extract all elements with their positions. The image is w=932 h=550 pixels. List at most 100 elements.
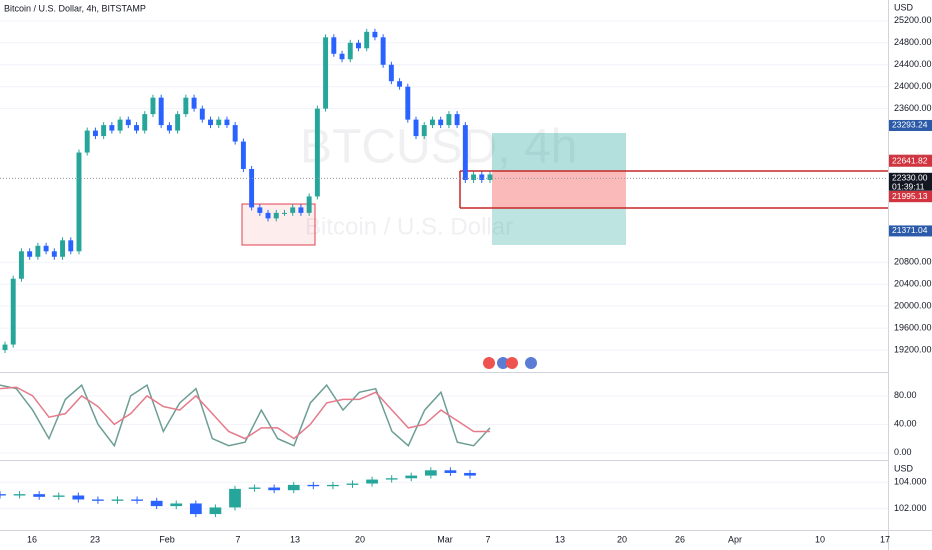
candle (257, 207, 263, 213)
candle (117, 119, 123, 131)
candle (444, 470, 457, 473)
y-tick-label: 80.00 (894, 390, 917, 400)
price-tag-label: 22641.82 (892, 155, 928, 165)
candle (282, 212, 287, 214)
x-tick-label: 13 (290, 534, 300, 544)
position-profit[interactable] (492, 133, 626, 171)
candle (2, 344, 8, 351)
x-tick-label: 23 (90, 534, 100, 544)
candle (76, 152, 82, 252)
candle (166, 125, 172, 131)
event-icons[interactable] (483, 357, 537, 369)
candle (101, 125, 107, 137)
y-tick-label: 104.000 (894, 477, 927, 487)
candle (347, 42, 353, 60)
price-tag (889, 172, 932, 193)
candle (191, 97, 197, 109)
x-tick-label: 20 (617, 534, 627, 544)
candle (314, 108, 320, 197)
candle (208, 119, 213, 126)
candle (109, 125, 115, 131)
watermark-sub: Bitcoin / U.S. Dollar (305, 213, 513, 240)
candle (199, 108, 205, 120)
candle (35, 245, 41, 257)
y-tick-label: 20800.00 (894, 257, 932, 267)
candle (27, 251, 33, 257)
candle (0, 494, 6, 496)
axis-unit: USD (894, 2, 914, 12)
candle (306, 196, 312, 213)
position-loss[interactable] (492, 171, 626, 208)
y-tick-label: 24800.00 (894, 37, 932, 47)
x-tick-label: 20 (355, 534, 365, 544)
candle (111, 499, 124, 501)
candle (273, 212, 279, 219)
x-tick-label: 17 (880, 534, 890, 544)
candle (33, 494, 46, 497)
candle (249, 168, 255, 208)
candle (142, 114, 148, 131)
candle (287, 484, 300, 491)
y-tick-label: 24400.00 (894, 59, 932, 69)
candle (464, 472, 476, 476)
candle (68, 240, 74, 252)
price-tag (889, 155, 932, 167)
candle (268, 487, 281, 491)
candle (125, 119, 131, 126)
y-tick-label: 40.00 (894, 419, 917, 429)
candle (323, 37, 329, 109)
candle (265, 212, 271, 219)
candle (72, 495, 85, 500)
candle (51, 251, 57, 257)
x-tick-label: 7 (235, 534, 240, 544)
candle (487, 174, 493, 180)
watermark: BTCUSD, 4h (300, 121, 577, 174)
x-tick-label: Apr (728, 534, 742, 544)
zone-rect[interactable] (241, 203, 316, 246)
candle (84, 130, 90, 153)
symbol-title[interactable]: Bitcoin / U.S. Dollar, 4h, BITSTAMP (4, 3, 146, 13)
candle (298, 207, 304, 213)
y-tick-label: 24000.00 (894, 81, 932, 91)
candle (170, 503, 183, 507)
candle (397, 81, 403, 87)
x-tick-label: 7 (485, 534, 490, 544)
y-tick-label: 102.000 (894, 503, 927, 513)
candle (150, 97, 156, 115)
candle (248, 487, 261, 489)
candle (92, 499, 104, 501)
candle (438, 119, 444, 126)
y-tick-label: 0.00 (894, 447, 912, 457)
candle (240, 141, 246, 169)
candle (380, 37, 386, 65)
candle (429, 119, 435, 126)
candle (372, 31, 378, 38)
candle (327, 484, 339, 487)
price-tag (889, 119, 932, 131)
candle (405, 475, 418, 479)
candle (10, 278, 16, 345)
position-profit-2[interactable] (492, 208, 626, 245)
y-tick-label: 20400.00 (894, 279, 932, 289)
candle (224, 119, 230, 126)
candle (385, 478, 398, 480)
candle (424, 470, 437, 476)
candle (60, 240, 66, 257)
y-tick-label: 23600.00 (894, 103, 932, 113)
candle (13, 494, 26, 496)
x-tick-label: Feb (159, 534, 175, 544)
candle (92, 130, 98, 137)
x-tick-label: 13 (555, 534, 565, 544)
candle (346, 483, 359, 485)
candle (331, 37, 337, 54)
candle (446, 114, 452, 126)
countdown: 01:39:11 (892, 182, 925, 192)
x-tick-label: 26 (675, 534, 685, 544)
price-tag-label: 21995.13 (892, 191, 928, 201)
candle (462, 125, 468, 180)
price-tag (889, 225, 932, 237)
candle (216, 119, 222, 126)
y-tick-label: 25200.00 (894, 15, 932, 25)
candle (413, 119, 419, 137)
